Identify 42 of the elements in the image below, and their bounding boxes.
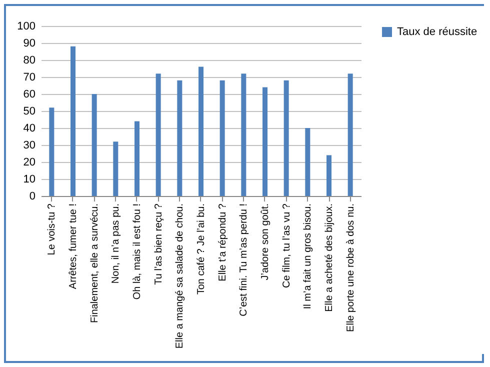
x-tick-label: Elle a acheté des bijoux. <box>324 204 335 312</box>
y-tick-label: 20 <box>23 156 36 168</box>
bar <box>284 80 289 196</box>
x-tick-label: Il m’a fait un gros bisou. <box>302 204 314 310</box>
y-tick-label: 10 <box>23 174 36 186</box>
bar <box>156 74 161 196</box>
x-tick-label: Non, il n’a pas pu. <box>110 204 122 284</box>
bar <box>198 66 204 196</box>
bar <box>113 142 118 196</box>
x-tick-label: Finalement, elle a survécu. <box>89 204 100 324</box>
x-tick-label: Elle t’a répondu ? <box>217 203 228 282</box>
y-tick-label: 100 <box>17 20 36 32</box>
y-tick-label: 40 <box>23 122 36 134</box>
x-tick-label: Le vois-tu ? <box>46 203 58 256</box>
bar <box>134 121 140 196</box>
x-tick-label: Ton café ? Je l’ai bu. <box>196 204 207 295</box>
x-tick-label: Elle a mangé sa salade de chou. <box>174 204 186 349</box>
y-tick-label: 80 <box>23 54 36 66</box>
bar <box>92 94 97 196</box>
bar <box>262 87 268 196</box>
bar <box>70 46 76 196</box>
x-tick-label: Ce film, tu l’as vu ? <box>281 203 292 288</box>
bar <box>241 74 246 196</box>
legend-label: Taux de réussite <box>397 26 478 38</box>
bar <box>326 155 332 196</box>
x-tick-label: Elle porte une robe à dos nu. <box>345 204 356 332</box>
x-tick-label: J’adore son goût. <box>260 204 271 280</box>
bar <box>305 128 310 196</box>
y-tick-label: 30 <box>23 140 36 152</box>
bar <box>49 108 54 196</box>
y-tick-label: 70 <box>23 72 36 84</box>
y-tick-label: 50 <box>23 106 36 118</box>
y-tick-label: 0 <box>29 190 36 202</box>
y-tick-label: 60 <box>23 88 36 100</box>
x-tick-label: Tu l’as bien reçu ? <box>153 203 164 285</box>
x-tick-label: Oh là, mais il est fou ! <box>132 204 143 300</box>
y-tick-label: 90 <box>23 38 36 50</box>
bar <box>348 74 353 196</box>
x-tick-label: C’est fini. Tu m’as perdu ! <box>238 204 250 316</box>
x-tick-label: Arrêtes, fumer tue ! <box>68 204 79 290</box>
bar <box>220 80 225 196</box>
bar <box>177 80 182 196</box>
